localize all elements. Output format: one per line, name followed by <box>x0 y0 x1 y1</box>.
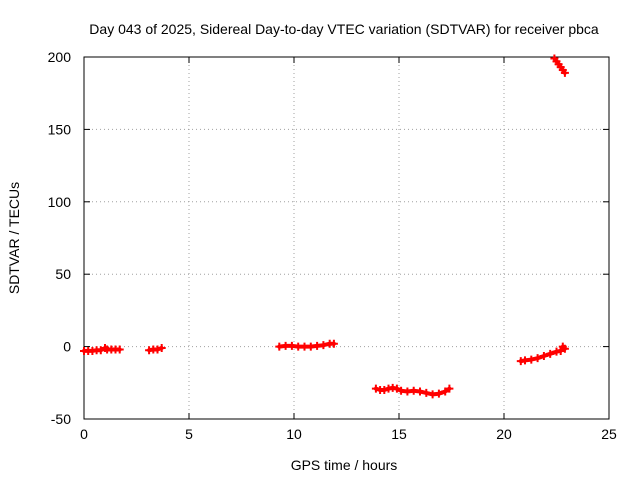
series-segment-3 <box>275 339 338 351</box>
y-tick-label: 50 <box>55 266 71 282</box>
data-point <box>560 344 569 353</box>
data-point <box>153 345 162 354</box>
data-point <box>546 349 555 358</box>
data-point <box>441 387 450 396</box>
y-tick-labels: -50 0 50 100 150 200 <box>48 49 72 427</box>
series-segment-4 <box>371 383 454 399</box>
data-point <box>319 341 328 350</box>
data-point <box>157 344 166 353</box>
y-tick-label: 150 <box>48 121 72 137</box>
data-point <box>380 386 389 395</box>
chart-title: Day 043 of 2025, Sidereal Day-to-day VTE… <box>89 21 599 37</box>
y-tick-label: 200 <box>48 49 72 65</box>
x-tick-label: 25 <box>601 426 617 442</box>
x-tick-label: 15 <box>391 426 407 442</box>
x-tick-labels: 0 5 10 15 20 25 <box>80 426 617 442</box>
y-tick-label: -50 <box>51 411 71 427</box>
data-point <box>445 384 454 393</box>
data-points <box>80 54 569 399</box>
x-tick-label: 0 <box>80 426 88 442</box>
series-segment-1 <box>80 344 124 355</box>
data-point <box>115 345 124 354</box>
x-axis-label: GPS time / hours <box>291 457 398 473</box>
series-segment-5 <box>516 342 569 366</box>
data-point <box>434 389 443 398</box>
data-point <box>527 355 536 364</box>
y-axis-label: SDTVAR / TECUs <box>6 182 22 294</box>
data-point <box>329 339 338 348</box>
data-point <box>392 384 401 393</box>
series-segment-2 <box>145 344 166 355</box>
x-tick-label: 20 <box>496 426 512 442</box>
y-tick-label: 0 <box>63 339 71 355</box>
plot-frame <box>83 56 610 420</box>
data-point <box>533 354 542 363</box>
data-point <box>539 352 548 361</box>
data-point <box>422 388 431 397</box>
y-tick-label: 100 <box>48 194 72 210</box>
data-point <box>371 384 380 393</box>
grid-lines <box>84 57 609 419</box>
data-point <box>556 346 565 355</box>
x-tick-label: 10 <box>286 426 302 442</box>
series-segment-6 <box>550 54 569 77</box>
x-tick-label: 5 <box>185 426 193 442</box>
axis-ticks <box>83 56 610 420</box>
data-point <box>416 387 424 396</box>
data-point <box>560 68 569 77</box>
